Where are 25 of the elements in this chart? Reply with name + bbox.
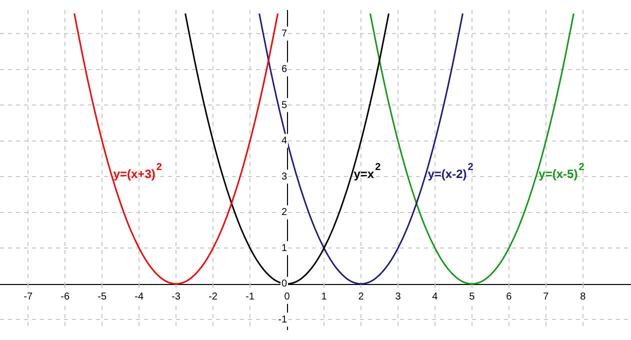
y-tick-label: 0 xyxy=(281,278,288,290)
x-tick-label: 8 xyxy=(580,292,586,303)
x-tick-label: 5 xyxy=(469,292,476,303)
x-tick-label: 3 xyxy=(395,292,402,303)
y-tick-label: 5 xyxy=(281,100,288,111)
x-tick-label: 1 xyxy=(321,292,328,303)
x-tick-label: -7 xyxy=(24,292,33,303)
x-tick-label: -4 xyxy=(134,292,144,303)
x-tick-label: 2 xyxy=(358,292,364,303)
y-tick-label: 3 xyxy=(281,171,288,182)
x-tick-label: -1 xyxy=(246,292,255,303)
y-tick-label: -1 xyxy=(278,314,288,326)
y-tick-label: 4 xyxy=(281,136,288,147)
y-tick-label: 1 xyxy=(281,242,288,254)
y-tick-label: 2 xyxy=(281,207,288,218)
x-tick-label: -5 xyxy=(98,292,107,303)
x-tick-label: -2 xyxy=(208,292,218,303)
x-tick-label: -3 xyxy=(172,292,181,303)
line-series xyxy=(74,12,279,285)
x-tick-label: -6 xyxy=(60,292,70,303)
y-tick-label: 6 xyxy=(281,64,288,76)
x-tick-label: 4 xyxy=(432,292,438,303)
y-tick-label: 7 xyxy=(281,28,288,40)
x-tick-label: 6 xyxy=(506,292,512,303)
x-tick-label: 7 xyxy=(543,292,550,303)
